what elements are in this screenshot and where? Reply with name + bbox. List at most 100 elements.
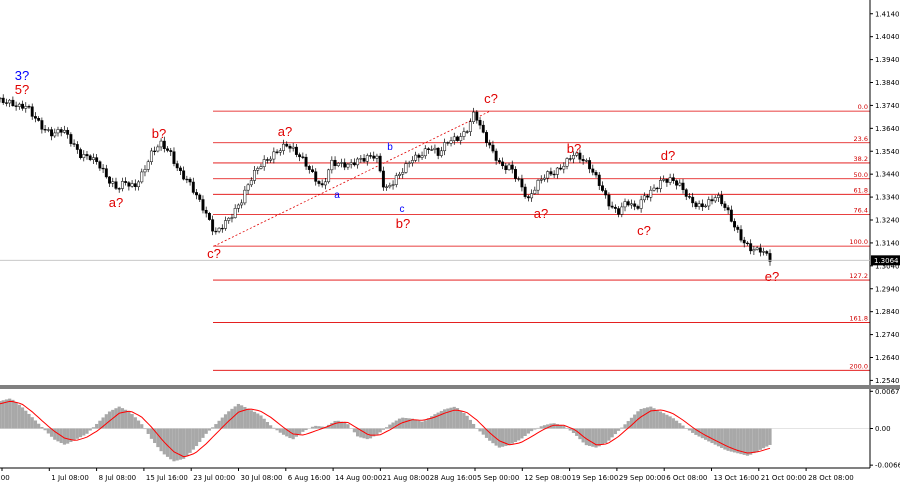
osc-histogram-bar [723, 428, 727, 450]
osc-histogram-bar [66, 428, 70, 444]
candle-body [681, 182, 685, 190]
candle-body [420, 155, 424, 158]
candle-body [191, 181, 195, 193]
candle-body [398, 173, 401, 176]
candle-body [188, 178, 192, 183]
time-tick-label: 5 Sep 00:00 [477, 474, 519, 482]
candle-body [201, 199, 205, 211]
osc-histogram-bar [288, 428, 292, 439]
osc-histogram-bar [720, 428, 724, 448]
osc-histogram-bar [484, 428, 489, 438]
candle-body [546, 171, 550, 179]
osc-histogram-bar [24, 410, 28, 429]
wave-label: c [400, 204, 405, 215]
osc-histogram-bar [597, 428, 601, 447]
candle-body [27, 106, 31, 108]
osc-histogram-bar [494, 428, 498, 446]
candle-body [346, 163, 350, 168]
candle-body [43, 129, 47, 131]
candle-body [449, 140, 453, 144]
osc-histogram-bar [120, 408, 125, 429]
osc-histogram-bar [252, 411, 257, 429]
time-tick-label: 21 Aug 08:00 [382, 474, 429, 482]
osc-histogram-bar [69, 428, 73, 443]
candle-body [501, 161, 505, 167]
osc-histogram-bar [372, 428, 376, 437]
candle-body [671, 177, 675, 181]
osc-histogram-bar [262, 418, 266, 429]
osc-histogram-bar [165, 428, 170, 457]
price-tick-label: 1.2840 [875, 308, 900, 316]
wave-label: 3? [15, 68, 29, 83]
candle-body [311, 169, 314, 172]
candle-body [433, 147, 437, 150]
candle-body [14, 105, 18, 107]
osc-histogram-bar [423, 420, 427, 429]
candle-body [610, 205, 614, 208]
osc-histogram-bar [75, 428, 79, 439]
osc-histogram-bar [204, 428, 208, 434]
osc-histogram-bar [249, 410, 253, 429]
osc-histogram-bar [88, 428, 92, 431]
osc-histogram-bar [430, 416, 434, 429]
candle-body [581, 159, 585, 162]
price-tick-label: 1.2740 [875, 331, 900, 339]
candle-body [256, 168, 260, 171]
candle-body [636, 206, 640, 209]
osc-histogram-bar [465, 415, 469, 429]
candle-body [169, 150, 173, 152]
candle-body [726, 207, 730, 211]
osc-histogram-bar [8, 398, 12, 429]
candle-body [752, 249, 756, 252]
candle-body [146, 161, 150, 170]
osc-histogram-bar [194, 428, 199, 447]
fib-level-label: 127.2 [849, 272, 868, 280]
candle-body [568, 158, 572, 160]
osc-histogram-bar [233, 406, 237, 429]
candle-body [227, 217, 231, 221]
osc-histogram-bar [539, 426, 543, 429]
price-tick-label: 1.3240 [875, 217, 900, 225]
candle-body [745, 242, 749, 245]
osc-histogram-bar [188, 428, 192, 453]
osc-histogram-bar [459, 410, 463, 429]
osc-histogram-bar [185, 428, 189, 457]
candle-body [478, 120, 482, 126]
time-tick-label: 23 Jul 00:00 [193, 474, 235, 482]
candle-body [156, 146, 160, 152]
candle-body [59, 129, 63, 133]
candle-body [504, 165, 508, 171]
candle-body [443, 142, 447, 152]
osc-histogram-bar [156, 428, 160, 448]
osc-histogram-bar [575, 428, 579, 436]
candle-body [178, 167, 182, 172]
candle-body [153, 150, 157, 152]
osc-histogram-bar [146, 428, 150, 434]
candle-body [729, 209, 733, 222]
candle-body [459, 136, 463, 141]
candle-body [481, 124, 485, 133]
candle-body [742, 239, 746, 244]
candle-body [401, 172, 405, 175]
candle-body [333, 159, 337, 166]
osc-histogram-bar [343, 422, 347, 429]
osc-histogram-bar [449, 407, 453, 429]
candle-body [365, 155, 369, 162]
osc-histogram-bar [742, 428, 746, 455]
osc-histogram-bar [314, 425, 318, 429]
osc-histogram-bar [604, 428, 608, 444]
candle-body [21, 103, 25, 109]
candle-body [140, 171, 144, 183]
candle-body [588, 160, 592, 170]
price-tick-label: 1.3540 [875, 148, 900, 156]
time-tick-label: 21 Oct 00:00 [761, 474, 807, 482]
osc-histogram-bar [30, 417, 34, 429]
osc-histogram-bar [694, 428, 698, 435]
candle-body [717, 194, 720, 198]
candle-body [678, 182, 682, 186]
candle-body [133, 183, 137, 188]
osc-histogram-bar [768, 428, 772, 445]
time-tick-label: 19 Sep 16:00 [572, 474, 619, 482]
